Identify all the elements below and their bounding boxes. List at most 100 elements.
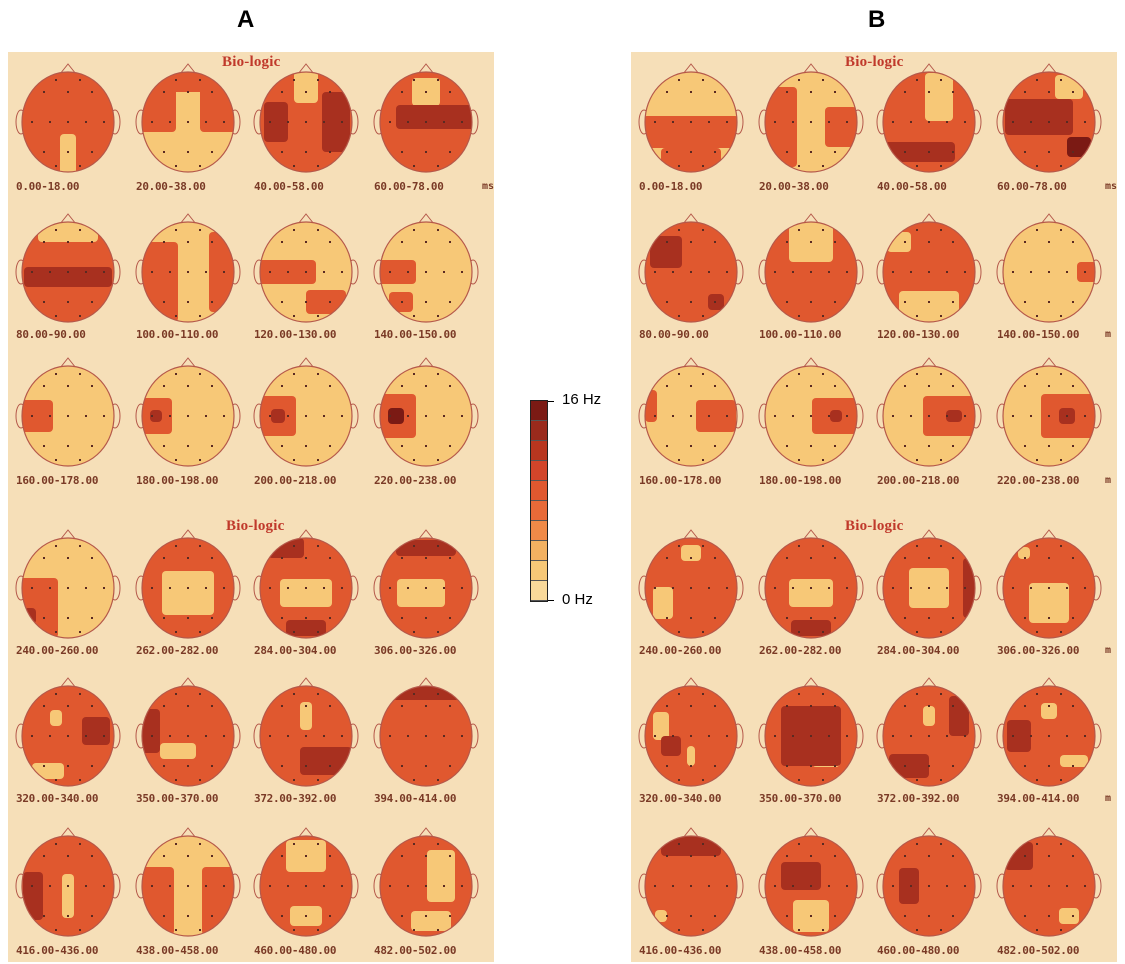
- topomap-head: [253, 529, 359, 639]
- colorbar-step: [531, 561, 547, 581]
- time-window-label: 438.00-458.00: [136, 944, 219, 957]
- colorbar-step: [531, 581, 547, 601]
- nose-marker: [682, 529, 700, 541]
- nose-marker: [417, 63, 435, 75]
- nose-marker: [682, 827, 700, 839]
- time-window-label: 180.00-198.00: [759, 474, 842, 487]
- nose-marker: [297, 63, 315, 75]
- topomap-head: [15, 63, 121, 173]
- nose-marker: [682, 213, 700, 225]
- topomap-head: [996, 677, 1102, 787]
- topomap-head: [373, 357, 479, 467]
- topomap-head: [373, 529, 479, 639]
- topomap-sheet-a: Bio-logic Bio-logic 0.00-18.00 20.00-38.0…: [8, 52, 494, 962]
- topomap-head: [876, 529, 982, 639]
- topomap-head: [253, 357, 359, 467]
- nose-marker: [417, 827, 435, 839]
- colorbar-min-tick: [548, 600, 554, 601]
- topomap-head: [15, 529, 121, 639]
- topomap-head: [876, 213, 982, 323]
- time-window-label: 372.00-392.00: [254, 792, 337, 805]
- nose-marker: [802, 357, 820, 369]
- brand-logo-b-top: Bio-logic: [845, 54, 904, 70]
- time-window-label: 350.00-370.00: [136, 792, 219, 805]
- brand-logo-a-top: Bio-logic: [222, 54, 281, 70]
- time-window-label: 100.00-110.00: [136, 328, 219, 341]
- nose-marker: [417, 213, 435, 225]
- nose-marker: [59, 63, 77, 75]
- colorbar-max-label: 16 Hz: [562, 391, 602, 408]
- time-window-label: 220.00-238.00: [997, 474, 1080, 487]
- time-window-label: 284.00-304.00: [877, 644, 960, 657]
- colorbar-step: [531, 501, 547, 521]
- topomap-head: [135, 213, 241, 323]
- topomap-head: [373, 677, 479, 787]
- time-unit-label: ms: [482, 181, 494, 192]
- topomap-head: [758, 213, 864, 323]
- nose-marker: [297, 677, 315, 689]
- nose-marker: [179, 63, 197, 75]
- time-window-label: 100.00-110.00: [759, 328, 842, 341]
- time-window-label: 262.00-282.00: [136, 644, 219, 657]
- time-window-label: 220.00-238.00: [374, 474, 457, 487]
- time-unit-label: m: [1105, 645, 1112, 656]
- time-window-label: 40.00-58.00: [254, 180, 324, 193]
- topomap-head: [135, 63, 241, 173]
- topomap-head: [253, 677, 359, 787]
- time-window-label: 306.00-326.00: [374, 644, 457, 657]
- colorbar-step: [531, 441, 547, 461]
- time-window-label: 262.00-282.00: [759, 644, 842, 657]
- frequency-colorbar: [530, 400, 548, 602]
- topomap-head: [135, 827, 241, 937]
- topomap-head: [638, 827, 744, 937]
- topomap-head: [876, 357, 982, 467]
- topomap-head: [638, 529, 744, 639]
- topomap-head: [15, 357, 121, 467]
- topomap-head: [253, 213, 359, 323]
- time-window-label: 460.00-480.00: [877, 944, 960, 957]
- topomap-head: [638, 357, 744, 467]
- nose-marker: [682, 357, 700, 369]
- time-window-label: 40.00-58.00: [877, 180, 947, 193]
- nose-marker: [59, 357, 77, 369]
- time-window-label: 20.00-38.00: [136, 180, 206, 193]
- topomap-head: [253, 827, 359, 937]
- topomap-head: [15, 677, 121, 787]
- topomap-head: [876, 63, 982, 173]
- topomap-head: [253, 63, 359, 173]
- topomap-head: [135, 357, 241, 467]
- nose-marker: [1040, 677, 1058, 689]
- nose-marker: [179, 677, 197, 689]
- time-window-label: 80.00-90.00: [16, 328, 86, 341]
- nose-marker: [1040, 357, 1058, 369]
- nose-marker: [802, 677, 820, 689]
- time-window-label: 200.00-218.00: [254, 474, 337, 487]
- nose-marker: [1040, 529, 1058, 541]
- nose-marker: [682, 677, 700, 689]
- nose-marker: [920, 213, 938, 225]
- time-window-label: 160.00-178.00: [639, 474, 722, 487]
- nose-marker: [1040, 63, 1058, 75]
- nose-marker: [297, 213, 315, 225]
- topomap-head: [758, 827, 864, 937]
- nose-marker: [179, 357, 197, 369]
- nose-marker: [179, 827, 197, 839]
- nose-marker: [297, 529, 315, 541]
- time-window-label: 482.00-502.00: [997, 944, 1080, 957]
- time-window-label: 240.00-260.00: [16, 644, 99, 657]
- time-window-label: 120.00-130.00: [877, 328, 960, 341]
- time-window-label: 120.00-130.00: [254, 328, 337, 341]
- topomap-head: [996, 827, 1102, 937]
- topomap-head: [15, 827, 121, 937]
- topomap-head: [373, 827, 479, 937]
- time-window-label: 200.00-218.00: [877, 474, 960, 487]
- time-window-label: 0.00-18.00: [639, 180, 703, 193]
- nose-marker: [297, 827, 315, 839]
- time-window-label: 60.00-78.00: [374, 180, 444, 193]
- nose-marker: [1040, 213, 1058, 225]
- time-window-label: 320.00-340.00: [639, 792, 722, 805]
- brand-logo-b-mid: Bio-logic: [845, 518, 904, 534]
- time-unit-label: m: [1105, 475, 1112, 486]
- topomap-grid-b: [638, 63, 1102, 937]
- topomap-head: [638, 677, 744, 787]
